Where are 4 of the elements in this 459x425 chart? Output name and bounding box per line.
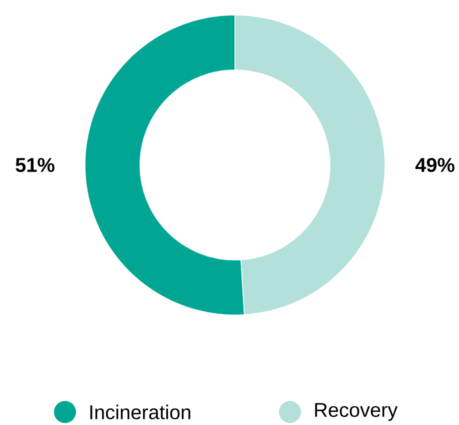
legend-label: Recovery — [315, 403, 398, 421]
data-label: 51% — [16, 158, 54, 172]
data-label: 49% — [415, 158, 454, 172]
legend-label: Incineration — [90, 404, 190, 420]
